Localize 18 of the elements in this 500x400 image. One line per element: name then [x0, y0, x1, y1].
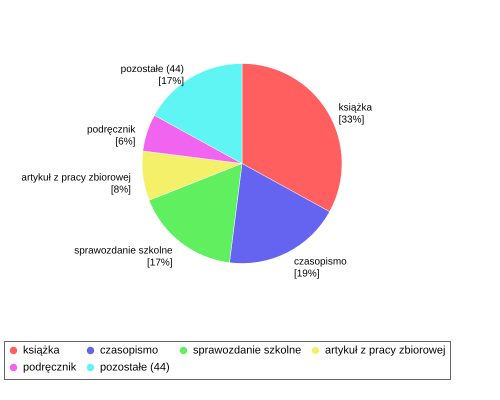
data-label: [17%]: [158, 76, 184, 87]
data-label: [33%]: [338, 114, 364, 126]
data-label: [17%]: [147, 257, 173, 268]
slice-label: artykuł z pracy zbiorowej: [21, 172, 131, 184]
slice-label: podręcznik: [87, 124, 136, 136]
legend-label: sprawozdanie szkolne: [193, 344, 302, 357]
slice-label: książka: [338, 102, 372, 114]
data-label: [19%]: [294, 268, 320, 280]
legend-label: artykuł z pracy zbiorowej: [325, 344, 446, 357]
slice-label: pozostałe (44): [120, 64, 184, 75]
data-label: [6%]: [115, 136, 136, 148]
legend-label: podręcznik: [23, 362, 77, 374]
slice-label: czasopismo: [294, 256, 348, 268]
legend-label: książka: [23, 344, 61, 357]
slice-label: sprawozdanie szkolne: [74, 245, 174, 256]
legend-label: pozostałe (44): [100, 362, 170, 374]
data-label: [8%]: [110, 184, 132, 196]
legend-label: czasopismo: [100, 344, 158, 357]
